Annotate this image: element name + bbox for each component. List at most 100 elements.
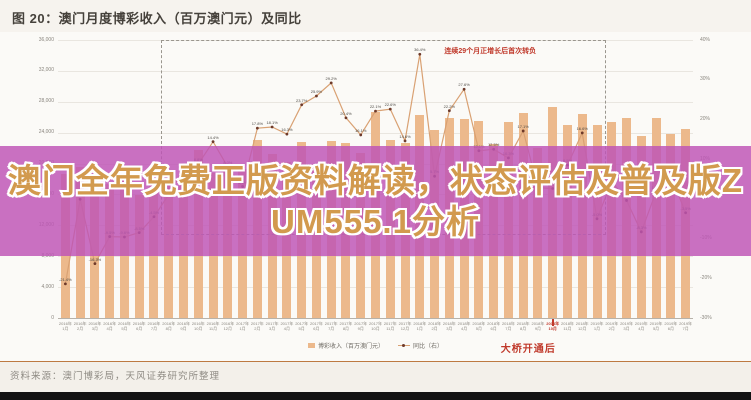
right-axis-tick-label: -30% [700, 314, 712, 321]
figure-title: 图 20：澳门月度博彩收入（百万澳门元）及同比 [12, 11, 302, 26]
x-tick-label: 2017年 3月 [265, 321, 279, 331]
x-tick-label: 2016年 4月 [103, 321, 117, 331]
source-text: 资料来源：澳门博彩局，天风证券研究所整理 [10, 371, 221, 382]
x-tick-label: 2017年 8月 [339, 321, 353, 331]
gridline [58, 101, 693, 103]
x-tick-label: 2018年 4月 [457, 321, 471, 331]
x-tick-label: 2018年 1月 [413, 321, 427, 331]
yoy-line-marker [211, 140, 215, 144]
left-axis-tick-label: 4,000 [41, 283, 54, 290]
x-tick-label: 2017年 11月 [383, 321, 397, 331]
yoy-line-marker [580, 131, 584, 135]
left-axis-tick-label: 32,000 [38, 67, 54, 74]
yoy-data-label: 25.9% [310, 88, 323, 94]
watermark-overlay-banner: 澳门全年免费正版资料解读，状态评估及普及版ZUM555.1分析 [0, 146, 751, 256]
x-tick-label: 2016年 8月 [162, 321, 176, 331]
watermark-overlay-text: 澳门全年免费正版资料解读，状态评估及普及版ZUM555.1分析 [6, 160, 744, 242]
yoy-line-marker [285, 132, 289, 136]
yoy-data-label: 17.1% [517, 123, 529, 129]
left-axis-tick-label: 0 [51, 314, 54, 321]
yoy-data-label: -21.4% [59, 276, 72, 282]
yoy-data-label: 14.4% [207, 134, 219, 140]
legend-item-yoy: 同比（右） [398, 341, 443, 350]
x-tick-label: 2019年 7月 [679, 321, 693, 331]
x-tick-label: 2016年 7月 [147, 321, 161, 331]
x-tick-label: 2018年 2月 [428, 321, 442, 331]
yoy-line-marker [255, 126, 259, 130]
right-axis-tick-label: 30% [700, 76, 711, 83]
x-tick-label: 2016年 1月 [58, 321, 72, 331]
growth-annotation-text: 连续29个月正增长后首次转负 [444, 48, 537, 55]
yoy-line-marker [521, 129, 525, 133]
left-axis-tick-label: 36,000 [38, 36, 54, 43]
bar [134, 195, 144, 318]
bridge-annotation-text: 大桥开通后 [500, 344, 556, 355]
x-tick-label: 2018年 6月 [487, 321, 501, 331]
x-tick-label: 2018年 9月 [531, 321, 545, 331]
x-tick-label: 2017年 5月 [295, 321, 309, 331]
left-axis-tick-label: 24,000 [38, 129, 54, 136]
legend-revenue-label: 博彩收入（百万澳门元） [317, 344, 384, 350]
line-swatch-icon [398, 344, 410, 347]
yoy-data-label: 36.4% [414, 47, 426, 53]
x-tick-label: 2017年 10月 [369, 321, 382, 331]
right-axis-tick-label: -20% [700, 274, 712, 281]
x-tick-label: 2016年 11月 [206, 321, 220, 331]
x-tick-label: 2019年 1月 [590, 321, 604, 331]
x-tick-label: 2019年 2月 [605, 321, 619, 331]
x-tick-label: 2019年 4月 [634, 321, 648, 331]
x-tick-label: 2017年 1月 [236, 321, 250, 331]
yoy-data-label: 22.6% [384, 102, 396, 108]
x-tick-label: 2016年 5月 [118, 321, 131, 331]
yoy-line-marker [329, 81, 333, 85]
x-tick-label: 2018年 5月 [472, 321, 486, 331]
yoy-line-marker [300, 103, 304, 107]
source-divider-rule [0, 361, 751, 362]
x-tick-label: 2016年 6月 [132, 321, 146, 331]
x-tick-label: 2018年 11月 [561, 321, 574, 331]
yoy-data-label: 17.8% [251, 121, 264, 127]
x-tick-label: 2016年 12月 [221, 321, 235, 331]
yoy-line-marker [374, 109, 377, 113]
x-tick-label: 2016年 2月 [73, 321, 87, 331]
yoy-data-label: -16.3% [88, 256, 102, 262]
x-tick-label: 2018年 8月 [516, 321, 530, 331]
x-axis-line [58, 318, 693, 319]
bottom-black-bar [0, 392, 751, 400]
x-tick-label: 2017年 9月 [354, 321, 368, 331]
yoy-line-marker [315, 94, 318, 98]
legend: 博彩收入（百万澳门元） 同比（右） [0, 341, 751, 350]
legend-item-revenue: 博彩收入（百万澳门元） [307, 341, 384, 350]
yoy-line-marker [359, 133, 363, 137]
x-tick-label: 2017年 4月 [280, 321, 294, 331]
x-tick-label: 2017年 7月 [324, 321, 338, 331]
bar-swatch-icon [307, 343, 315, 348]
yoy-data-label: 14.6% [399, 133, 411, 139]
x-tick-label: 2018年 12月 [575, 321, 589, 331]
x-tick-label: 2017年 12月 [398, 321, 412, 331]
yoy-data-label: 20.4% [340, 110, 352, 116]
yoy-data-label: 27.6% [458, 82, 470, 88]
right-axis-tick-label: 20% [700, 115, 711, 122]
yoy-data-label: 18.1% [266, 119, 278, 125]
x-tick-label: 2017年 6月 [309, 321, 323, 331]
yoy-data-label: 16.1% [355, 127, 367, 133]
yoy-data-label: 22.2% [443, 103, 455, 109]
yoy-data-label: 23.7% [295, 97, 308, 103]
yoy-data-label: 12.5% [487, 142, 500, 148]
x-tick-label: 2018年 7月 [501, 321, 515, 331]
yoy-line-marker [388, 107, 392, 111]
x-tick-label: 2019年 5月 [649, 321, 663, 331]
x-tick-label: 2016年 9月 [177, 321, 190, 331]
x-tick-label: 2019年 3月 [620, 321, 633, 331]
bridge-month-tick [551, 319, 554, 326]
yoy-data-label: 22.1% [369, 104, 382, 110]
gridline [58, 70, 693, 72]
yoy-line-marker [63, 282, 67, 286]
yoy-line-marker [403, 139, 407, 143]
yoy-line-marker [270, 125, 274, 129]
yoy-line-marker [418, 52, 422, 56]
x-tick-label: 2017年 2月 [250, 321, 264, 331]
yoy-data-label: 16.6% [576, 125, 588, 131]
